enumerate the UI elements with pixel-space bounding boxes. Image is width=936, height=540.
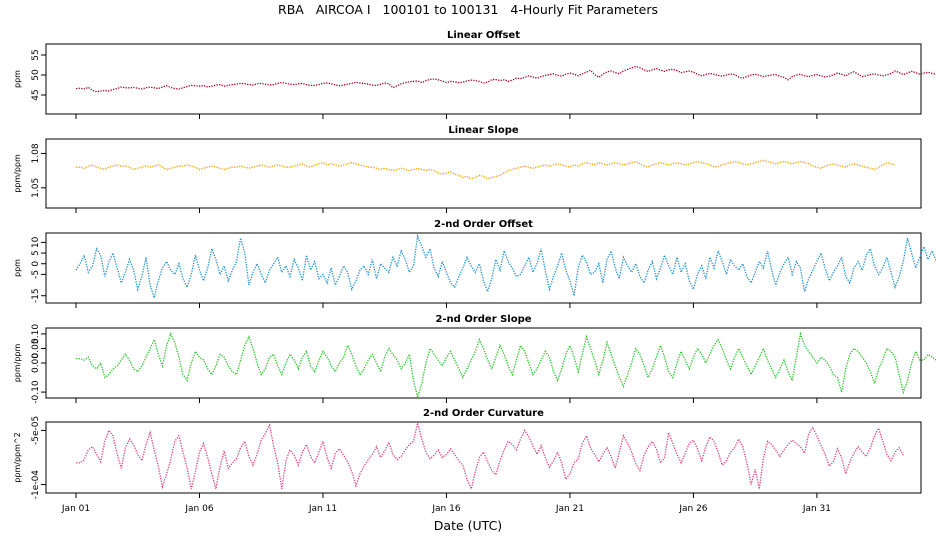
- y-tick-label: -0.10: [31, 380, 41, 404]
- y-axis-label-4: ppm/ppm^2: [13, 432, 22, 482]
- page-title: RBA AIRCOA I 100101 to 100131 4-Hourly F…: [278, 2, 658, 17]
- y-tick-label: 0.10: [31, 324, 41, 344]
- panel-frame-2: [45, 232, 922, 304]
- y-tick-label: 0: [31, 261, 41, 267]
- series-line-4: [76, 422, 904, 491]
- x-axis-label: Date (UTC): [433, 518, 503, 533]
- y-tick-label: 0.00: [31, 353, 41, 373]
- x-tick-label: Jan 31: [802, 504, 831, 514]
- y-tick-label: 50: [31, 69, 41, 81]
- series-line-1: [76, 159, 896, 180]
- y-axis-label-2: ppm: [13, 259, 22, 277]
- y-tick-label: -1e-04: [31, 470, 41, 499]
- panel-title-4: 2-nd Order Curvature: [423, 408, 544, 419]
- x-tick-label: Jan 06: [184, 504, 213, 514]
- y-tick-label: -5e-05: [31, 416, 41, 445]
- series-line-3: [76, 331, 936, 400]
- y-axis-label-1: ppm/ppm: [13, 154, 22, 193]
- y-tick-label: 10: [31, 236, 41, 248]
- x-tick-label: Jan 11: [308, 504, 337, 514]
- y-tick-label: 55: [31, 49, 41, 60]
- y-tick-label: -15: [31, 288, 41, 303]
- y-tick-label: 5: [31, 250, 41, 256]
- y-tick-label: 0.05: [31, 338, 41, 358]
- y-tick-label: 1.08: [31, 143, 41, 163]
- series-line-2: [75, 233, 936, 301]
- x-tick-label: Jan 26: [678, 504, 707, 514]
- y-tick-label: -5: [31, 270, 41, 279]
- panel-frame-4: [45, 421, 922, 494]
- panel-frame-1: [45, 138, 922, 209]
- panel-title-2: 2-nd Order Offset: [434, 219, 533, 230]
- y-axis-label-0: ppm: [13, 70, 22, 88]
- x-tick-label: Jan 16: [431, 504, 460, 514]
- y-tick-label: 45: [31, 89, 41, 100]
- panel-title-1: Linear Slope: [448, 125, 519, 136]
- x-tick-label: Jan 21: [555, 504, 584, 514]
- panel-frame-3: [45, 327, 922, 399]
- y-tick-label: 1.05: [31, 178, 41, 198]
- panel-title-0: Linear Offset: [447, 30, 520, 41]
- y-axis-label-3: ppm/ppm: [13, 343, 22, 382]
- panel-title-3: 2-nd Order Slope: [435, 314, 531, 325]
- panel-frame-0: [45, 43, 922, 115]
- x-tick-label: Jan 01: [61, 504, 90, 514]
- series-line-0: [75, 65, 936, 93]
